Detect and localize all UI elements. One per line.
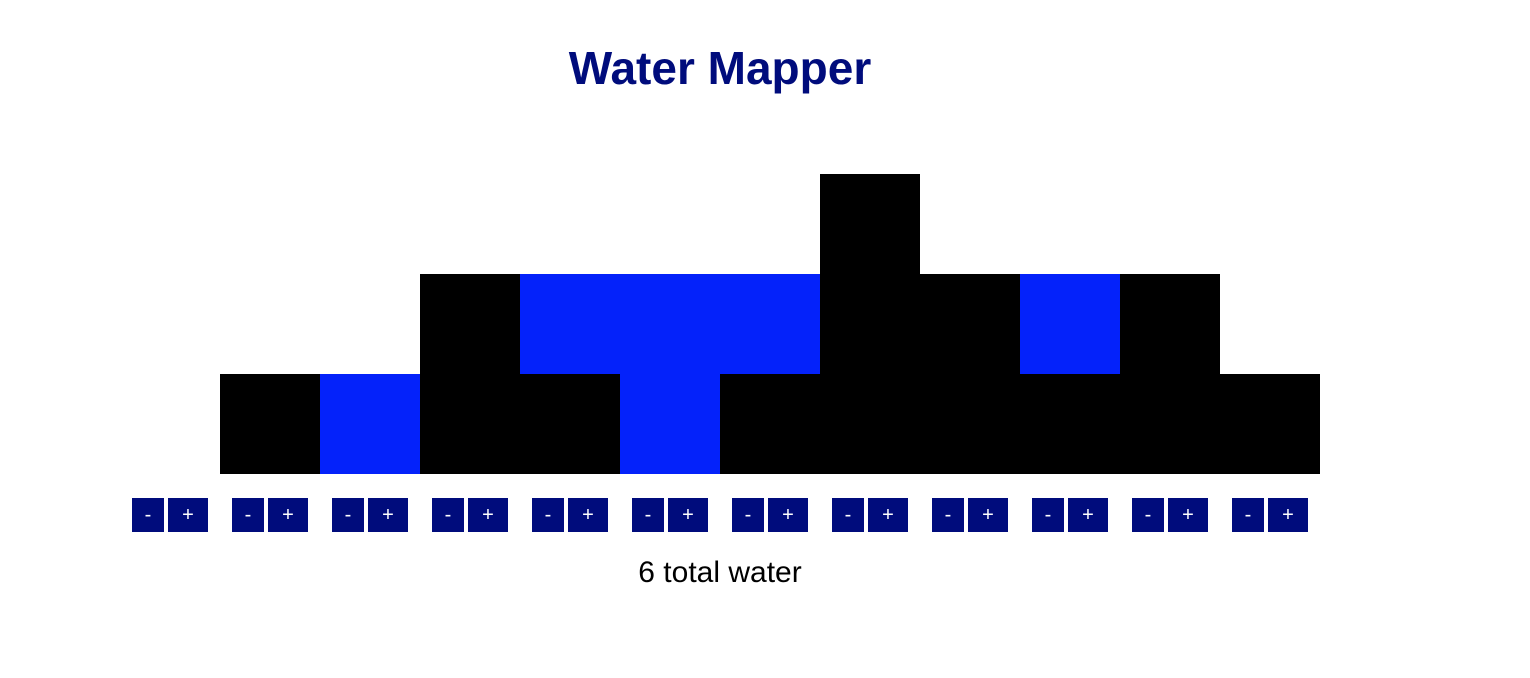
wall-block <box>820 274 920 374</box>
increase-height-button[interactable]: + <box>568 498 608 532</box>
wall-block <box>1120 374 1220 474</box>
column-control-group: - + <box>720 498 820 532</box>
decrease-height-button[interactable]: - <box>332 498 364 532</box>
decrease-height-button[interactable]: - <box>1032 498 1064 532</box>
app-title: Water Mapper <box>520 40 920 96</box>
increase-height-button[interactable]: + <box>168 498 208 532</box>
increase-height-button[interactable]: + <box>268 498 308 532</box>
decrease-height-button[interactable]: - <box>632 498 664 532</box>
total-water-label: 6 total water <box>520 554 920 592</box>
column-control-group: - + <box>520 498 620 532</box>
wall-block <box>420 274 520 374</box>
wall-block <box>920 374 1020 474</box>
decrease-height-button[interactable]: - <box>132 498 164 532</box>
decrease-height-button[interactable]: - <box>732 498 764 532</box>
decrease-height-button[interactable]: - <box>1132 498 1164 532</box>
column-control-group: - + <box>320 498 420 532</box>
increase-height-button[interactable]: + <box>868 498 908 532</box>
column-control-group: - + <box>1220 498 1320 532</box>
water-block <box>720 274 820 374</box>
elevation-map <box>120 174 1320 474</box>
wall-block <box>1220 374 1320 474</box>
wall-block <box>920 274 1020 374</box>
increase-height-button[interactable]: + <box>668 498 708 532</box>
column-control-group: - + <box>220 498 320 532</box>
column-controls: - + - + - + - + - + - + - + - + - + - + - + - + <box>120 498 1320 532</box>
column-control-group: - + <box>120 498 220 532</box>
column-control-group: - + <box>920 498 1020 532</box>
wall-block <box>1020 374 1120 474</box>
increase-height-button[interactable]: + <box>1068 498 1108 532</box>
water-block <box>620 274 720 374</box>
column-control-group: - + <box>820 498 920 532</box>
increase-height-button[interactable]: + <box>1168 498 1208 532</box>
wall-block <box>420 374 520 474</box>
water-block <box>1020 274 1120 374</box>
decrease-height-button[interactable]: - <box>932 498 964 532</box>
wall-block <box>520 374 620 474</box>
wall-block <box>1120 274 1220 374</box>
decrease-height-button[interactable]: - <box>432 498 464 532</box>
column-control-group: - + <box>1120 498 1220 532</box>
increase-height-button[interactable]: + <box>468 498 508 532</box>
increase-height-button[interactable]: + <box>768 498 808 532</box>
decrease-height-button[interactable]: - <box>232 498 264 532</box>
column-control-group: - + <box>420 498 520 532</box>
wall-block <box>220 374 320 474</box>
water-block <box>520 274 620 374</box>
wall-block <box>820 374 920 474</box>
increase-height-button[interactable]: + <box>968 498 1008 532</box>
increase-height-button[interactable]: + <box>1268 498 1308 532</box>
decrease-height-button[interactable]: - <box>832 498 864 532</box>
water-block <box>320 374 420 474</box>
wall-block <box>720 374 820 474</box>
column-control-group: - + <box>620 498 720 532</box>
column-control-group: - + <box>1020 498 1120 532</box>
wall-block <box>820 174 920 274</box>
increase-height-button[interactable]: + <box>368 498 408 532</box>
decrease-height-button[interactable]: - <box>1232 498 1264 532</box>
water-block <box>620 374 720 474</box>
decrease-height-button[interactable]: - <box>532 498 564 532</box>
